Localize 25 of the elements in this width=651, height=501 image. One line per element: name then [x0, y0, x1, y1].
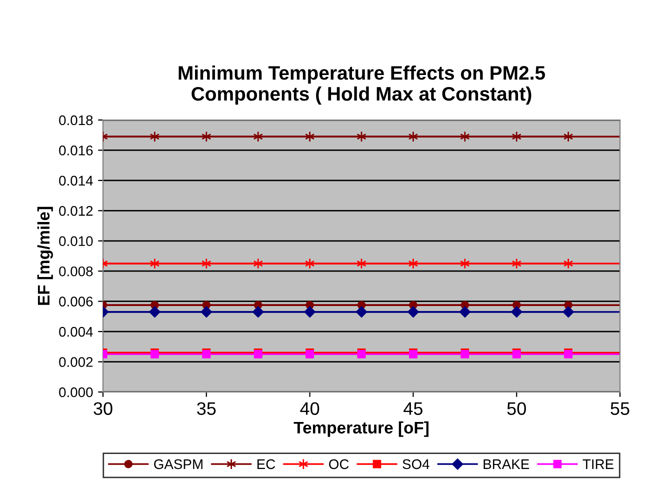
x-tick-label: 50	[507, 402, 526, 415]
legend-label: GASPM	[154, 459, 202, 470]
y-tick-label: 0.010	[59, 236, 93, 246]
y-tick-label: 0.004	[59, 326, 93, 337]
x-tick-label: 40	[300, 402, 320, 415]
x-tick-label: 45	[404, 402, 422, 415]
y-tick-label: 0.014	[59, 176, 93, 186]
y-axis-title: EF [mg/mile]	[37, 206, 53, 305]
y-tick-label: 0.006	[59, 296, 93, 307]
y-tick-label: 0.018	[59, 115, 93, 126]
x-axis-title: Temperature [oF]	[294, 421, 428, 437]
x-tick-label: 35	[197, 402, 216, 415]
x-tick-label: 30	[94, 402, 112, 415]
legend-label: TIRE	[582, 459, 614, 469]
x-tick-label: 55	[610, 402, 630, 415]
legend-label: SO4	[402, 459, 430, 470]
y-tick-label: 0.002	[59, 357, 93, 367]
legend-label: EC	[257, 459, 276, 470]
chart-title: Minimum Temperature Effects on PM2.5 Components ( Hold Max at Constant)	[178, 66, 546, 105]
y-tick-label: 0.016	[59, 146, 93, 156]
legend-label: BRAKE	[484, 459, 530, 469]
y-tick-label: 0.008	[59, 266, 93, 276]
y-tick-label: 0.012	[59, 206, 93, 216]
legend-label: OC	[329, 459, 349, 470]
y-tick-label: 0.000	[59, 387, 93, 398]
